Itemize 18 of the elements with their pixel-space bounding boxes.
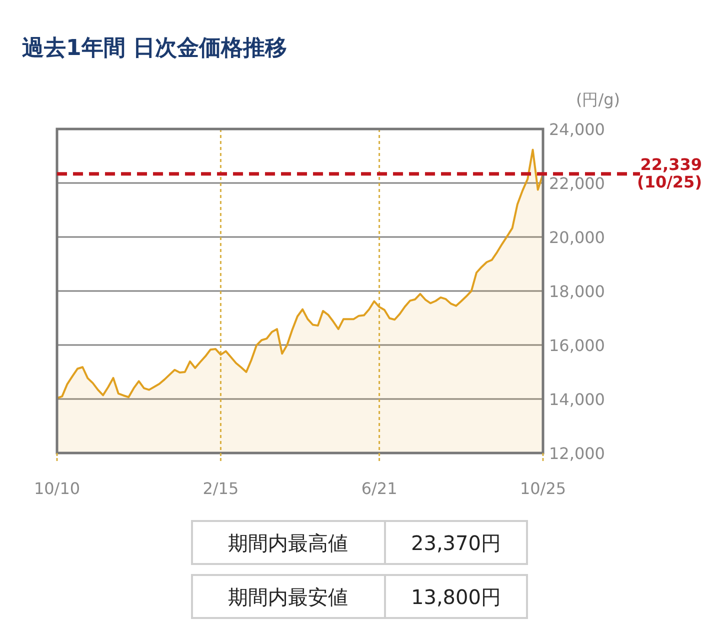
text: 13,800円: [411, 585, 501, 609]
text: 23,370円: [411, 531, 501, 555]
y-axis-title: (円/g): [576, 90, 620, 109]
x-tick-label: 6/21: [361, 479, 398, 498]
y-tick-label: 22,000: [549, 174, 605, 193]
y-tick-label: 14,000: [549, 390, 605, 409]
text: 期間内最高値: [228, 531, 348, 555]
y-tick-label: 16,000: [549, 336, 605, 355]
x-tick-label: 10/10: [34, 479, 80, 498]
chart-title: 過去1年間 日次金価格推移: [22, 36, 287, 61]
x-tick-label: 2/15: [202, 479, 239, 498]
y-tick-label: 20,000: [549, 228, 605, 247]
y-tick-label: 24,000: [549, 120, 605, 139]
ref-line-label: 22,339 (10/25): [637, 154, 702, 192]
y-tick-label: 12,000: [549, 444, 605, 463]
x-tick-label: 10/25: [520, 479, 566, 498]
text: 期間内最安値: [228, 585, 348, 609]
y-tick-label: 18,000: [549, 282, 605, 301]
